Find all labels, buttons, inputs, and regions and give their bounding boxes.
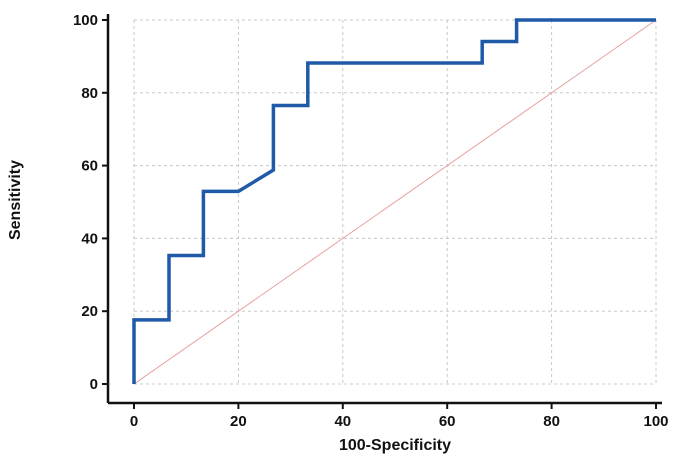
x-tick-label: 0: [130, 413, 138, 430]
x-tick-label: 20: [230, 413, 247, 430]
x-axis-title: 100-Specificity: [339, 437, 451, 454]
roc-curve-line: [132, 18, 656, 384]
x-tick-label: 100: [643, 413, 668, 430]
y-axis-title: Sensitivity: [7, 160, 24, 240]
y-tick-label: 60: [81, 158, 98, 175]
y-tick-label: 0: [90, 376, 98, 393]
tick-labels: 0 20 40 60 80 100 0 20 40 60 80 100: [73, 12, 669, 430]
series-layer: [132, 18, 657, 385]
x-tick-label: 80: [543, 413, 560, 430]
y-tick-label: 80: [81, 85, 98, 102]
x-tick-label: 60: [439, 413, 456, 430]
y-tick-label: 100: [73, 12, 98, 29]
y-tick-label: 40: [81, 230, 98, 247]
y-tick-label: 20: [81, 303, 98, 320]
x-tick-label: 40: [334, 413, 351, 430]
reference-diagonal-line: [133, 19, 657, 385]
